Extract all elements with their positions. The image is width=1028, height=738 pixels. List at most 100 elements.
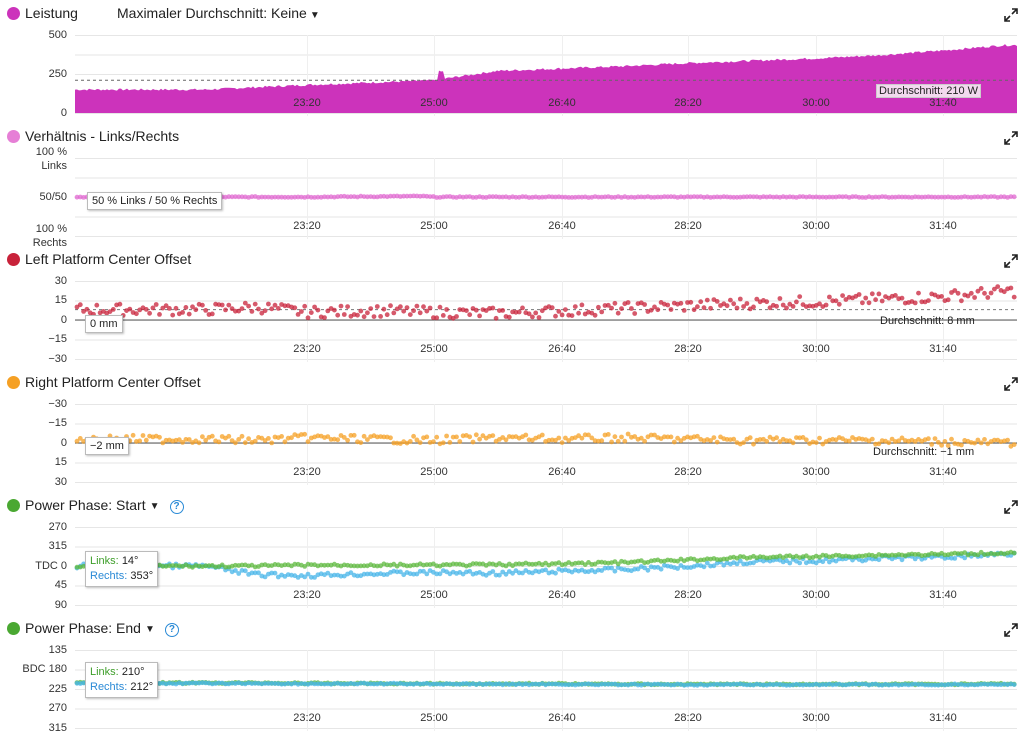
left-pco-point — [444, 307, 449, 312]
left-pco-point — [295, 312, 301, 317]
left-pco-point — [203, 308, 209, 313]
left-pco-point — [784, 305, 789, 311]
left-pco-point — [150, 305, 156, 311]
max-average-dropdown[interactable]: Maximaler Durchschnitt: Keine ▼ — [117, 5, 320, 21]
left-pco-point — [272, 302, 278, 308]
balance-point — [282, 194, 288, 200]
right-pco-point — [388, 435, 393, 441]
left-pco-point — [536, 315, 542, 320]
right-pco-point — [764, 438, 770, 444]
right-pco-point — [949, 436, 954, 442]
right-pco-point — [140, 433, 146, 438]
expand-icon[interactable] — [1004, 377, 1018, 391]
right-pco-point — [671, 439, 677, 445]
right-pco-point — [777, 439, 783, 445]
rechts-point — [711, 563, 717, 569]
right-pco-point — [325, 434, 331, 439]
rechts-point — [305, 571, 311, 577]
right-pco-point — [622, 438, 628, 444]
right-pco-point — [282, 439, 288, 445]
y-tick-label: 50/50 — [39, 191, 67, 203]
rechts-point — [325, 570, 331, 576]
left-pco-point — [526, 311, 532, 317]
y-tick-label: 30 — [54, 476, 67, 488]
power-phase-end-legend-dot — [7, 622, 20, 635]
help-icon[interactable]: ? — [169, 500, 184, 514]
rechts-point — [421, 568, 426, 574]
max-average-label: Maximaler Durchschnitt: Keine — [117, 5, 307, 21]
left-pco-point — [632, 311, 638, 316]
expand-icon[interactable] — [1004, 8, 1018, 22]
power-phase-start-dropdown[interactable]: Power Phase: Start ▼? — [25, 497, 184, 514]
left-pco-point — [275, 306, 281, 311]
x-tick-label: 31:40 — [929, 589, 957, 601]
right-pco-point — [652, 432, 657, 438]
expand-icon[interactable] — [1004, 500, 1018, 514]
balance-point — [497, 194, 502, 200]
rechts-point — [256, 570, 261, 576]
rechts-point — [876, 557, 882, 563]
expand-icon[interactable] — [1004, 131, 1018, 145]
left-pco-point — [959, 298, 964, 304]
right-pco-point — [444, 433, 449, 439]
links-point — [477, 561, 482, 567]
y-tick-label: 135 — [48, 644, 67, 656]
left-pco-point — [579, 302, 585, 308]
expand-icon[interactable] — [1004, 623, 1018, 637]
x-tick-label: 25:00 — [420, 589, 448, 601]
rechts-point — [371, 681, 377, 687]
right-pco-point — [160, 440, 166, 446]
panel-power-phase-start: Power Phase: Start ▼? 270 315 TDC 0 45 90 — [0, 492, 1028, 615]
right-pco-point — [559, 440, 565, 445]
left-pco-point — [982, 290, 987, 296]
x-tick-label: 31:40 — [929, 466, 957, 478]
left-pco-point — [163, 303, 169, 309]
right-pco-point — [233, 440, 238, 446]
left-pco-point — [988, 290, 994, 296]
right-pco-point — [665, 434, 671, 440]
power-phase-end-dropdown[interactable]: Power Phase: End ▼? — [25, 620, 179, 637]
right-pco-point — [457, 439, 463, 444]
right-pco-point — [77, 436, 83, 441]
right-pco-point — [289, 435, 294, 441]
expand-icon[interactable] — [1004, 254, 1018, 268]
right-pco-point — [675, 435, 680, 441]
x-tick-label: 26:40 — [548, 343, 576, 355]
left-pco-point — [312, 304, 317, 310]
help-icon[interactable]: ? — [164, 623, 179, 637]
right-pco-point — [74, 438, 80, 444]
left-pco-point — [477, 313, 482, 319]
right-pco-point — [774, 435, 779, 441]
left-pco-point — [625, 300, 631, 305]
right-pco-point — [200, 434, 205, 440]
right-pco-point — [589, 435, 595, 441]
links-point — [282, 562, 288, 568]
left-pco-point — [698, 299, 704, 305]
rechts-point — [856, 681, 862, 687]
right-pco-point — [896, 438, 902, 444]
left-pco-point — [170, 312, 176, 318]
left-pco-point — [325, 308, 331, 314]
right-pco-point — [143, 437, 149, 443]
right-pco-point — [216, 439, 222, 445]
balance-point — [262, 194, 268, 200]
power-phase-end-tooltip: Links: 210° Rechts: 212° — [85, 662, 159, 698]
right-pco-point — [625, 431, 631, 437]
balance-point — [285, 194, 291, 200]
right-pco-point — [599, 438, 605, 444]
left-pco-point — [401, 308, 407, 314]
left-pco-point — [490, 305, 496, 311]
rechts-point — [543, 567, 548, 573]
left-pco-point — [84, 306, 90, 312]
x-tick-label: 26:40 — [548, 712, 576, 724]
left-pco-point — [926, 298, 931, 303]
links-point — [975, 552, 981, 558]
right-pco-tooltip: −2 mm — [85, 437, 129, 455]
right-pco-point — [480, 433, 486, 439]
right-pco-point — [813, 440, 819, 445]
rechts-point — [734, 561, 740, 567]
x-tick-label: 31:40 — [929, 220, 957, 232]
right-pco-point — [447, 440, 453, 445]
rechts-point — [635, 566, 641, 572]
